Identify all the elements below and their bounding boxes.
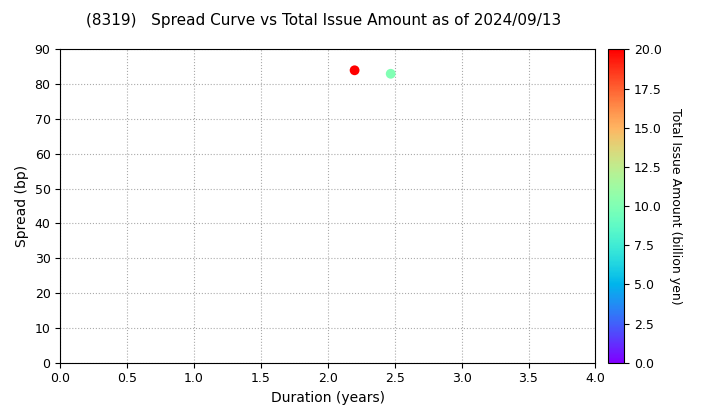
Point [385,71,397,77]
Text: (8319)   Spread Curve vs Total Issue Amount as of 2024/09/13: (8319) Spread Curve vs Total Issue Amoun… [86,13,562,28]
X-axis label: Duration (years): Duration (years) [271,391,384,405]
Point [348,67,360,74]
Y-axis label: Total Issue Amount (billion yen): Total Issue Amount (billion yen) [670,108,683,304]
Y-axis label: Spread (bp): Spread (bp) [15,165,29,247]
